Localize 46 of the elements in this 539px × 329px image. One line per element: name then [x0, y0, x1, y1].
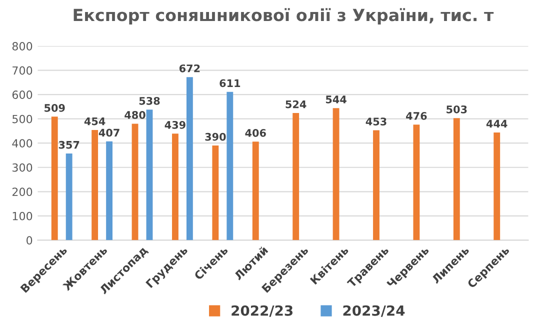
data-label: 406 [245, 128, 266, 137]
bar [252, 142, 259, 240]
data-label: 407 [98, 128, 120, 137]
bar [212, 146, 219, 240]
bar [453, 118, 460, 240]
bar [172, 134, 178, 240]
data-label: 453 [366, 118, 386, 126]
y-tick-label: 700 [12, 66, 32, 75]
y-tick-label: 500 [12, 114, 32, 124]
bar [373, 130, 380, 240]
data-label: 444 [486, 120, 508, 128]
data-label: 357 [58, 140, 80, 149]
y-tick-label: 0 [26, 236, 32, 245]
bar [226, 92, 234, 240]
bar [66, 154, 72, 240]
data-label: 538 [139, 96, 160, 105]
bar [132, 124, 138, 240]
data-label: 439 [164, 120, 186, 129]
data-label: 611 [220, 79, 240, 88]
bar [51, 116, 58, 240]
bar [494, 132, 500, 240]
legend-label: 2022/23 [232, 305, 293, 317]
data-label: 503 [446, 105, 467, 114]
legend-label: 2023/24 [343, 305, 405, 317]
bar [186, 77, 193, 240]
bar [413, 124, 420, 240]
bar [332, 108, 340, 240]
data-label: 672 [179, 64, 200, 72]
data-label: 544 [326, 96, 346, 104]
bar [146, 110, 153, 240]
chart-title: Експорт соняшникової олії з України, тис. т [74, 8, 494, 25]
data-label: 476 [406, 112, 427, 120]
bar [92, 130, 98, 240]
data-label: 454 [84, 117, 106, 126]
bar [106, 141, 113, 240]
data-label: 390 [205, 132, 226, 141]
bar [292, 113, 300, 240]
y-tick-label: 800 [12, 42, 32, 50]
data-label: 524 [286, 100, 306, 108]
y-tick-label: 600 [12, 90, 32, 99]
y-tick-label: 200 [12, 188, 32, 196]
data-label: 480 [124, 111, 146, 119]
y-tick-label: 100 [12, 212, 32, 220]
data-label: 509 [44, 104, 65, 112]
y-tick-label: 400 [12, 139, 32, 148]
y-tick-label: 300 [12, 163, 32, 172]
